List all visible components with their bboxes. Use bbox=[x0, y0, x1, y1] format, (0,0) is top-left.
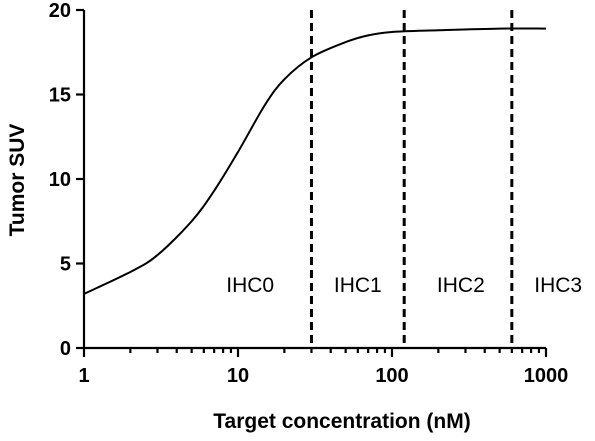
y-tick-label: 15 bbox=[49, 85, 71, 107]
x-axis-title: Target concentration (nM) bbox=[213, 410, 470, 433]
region-label: IHC3 bbox=[534, 274, 582, 297]
series-line bbox=[83, 27, 547, 295]
y-tick-label: 0 bbox=[60, 338, 71, 360]
plot-area: 0 5 10 15 20 1 10 100 1000 IHC0 IHC1 IHC2 IHC3 bbox=[49, 0, 582, 387]
x-tick-label: 1000 bbox=[524, 365, 569, 387]
x-tick-label: 100 bbox=[375, 365, 408, 387]
y-tick-label: 10 bbox=[49, 169, 71, 191]
x-tick-label: 1 bbox=[78, 365, 89, 387]
y-tick-label: 20 bbox=[49, 0, 71, 22]
x-tick-label: 10 bbox=[227, 365, 249, 387]
y-tick-label: 5 bbox=[60, 254, 71, 276]
region-label: IHC1 bbox=[334, 274, 382, 297]
y-axis-title: Tumor SUV bbox=[6, 124, 29, 237]
region-label: IHC2 bbox=[437, 274, 485, 297]
region-label: IHC0 bbox=[226, 274, 274, 297]
